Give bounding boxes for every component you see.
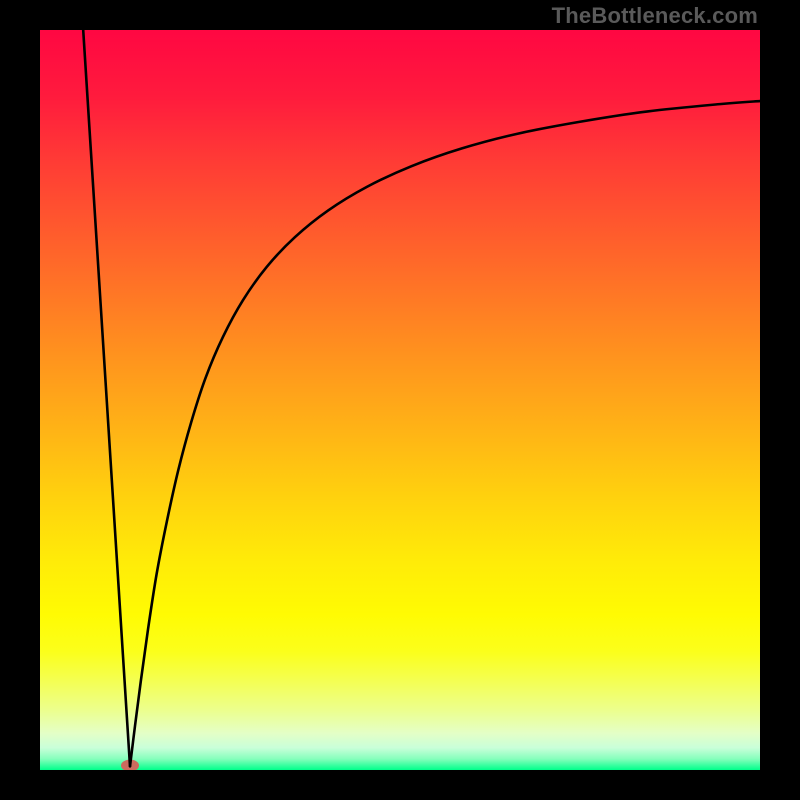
border-bottom [0, 770, 800, 800]
curve-svg [40, 30, 760, 770]
attribution-text: TheBottleneck.com [552, 3, 758, 29]
chart-container: TheBottleneck.com [0, 0, 800, 800]
plot-area [40, 30, 760, 770]
border-right [760, 0, 800, 800]
curve-left [83, 30, 130, 766]
curve-right [130, 101, 760, 766]
border-left [0, 0, 40, 800]
